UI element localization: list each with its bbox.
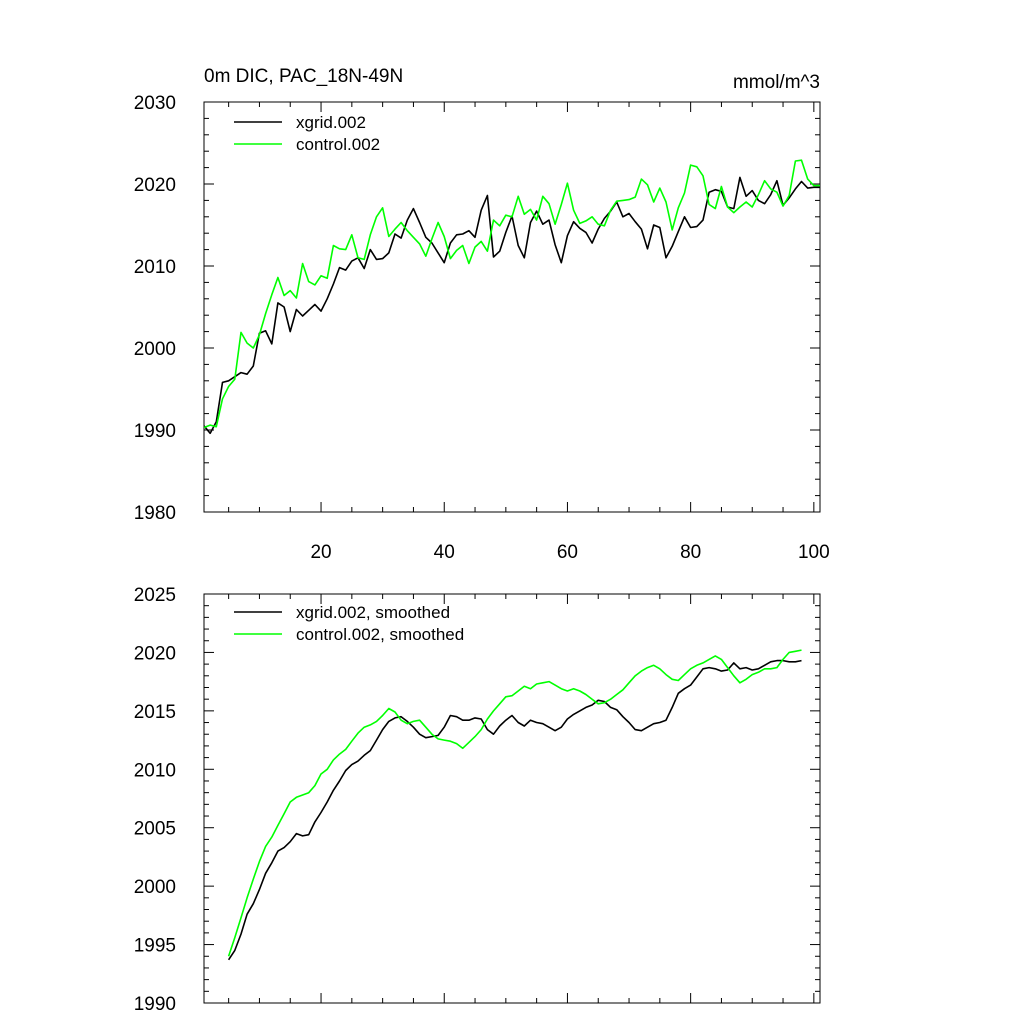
series-line-1	[227, 659, 802, 961]
y-tick-label: 2030	[134, 93, 176, 114]
y-tick-label: 2025	[134, 585, 176, 606]
legend-label-1: xgrid.002, smoothed	[296, 603, 450, 622]
y-tick-label: 2010	[134, 760, 176, 781]
chart-units: mmol/m^3	[733, 72, 820, 93]
y-tick-label: 2005	[134, 819, 176, 840]
series-line-2	[227, 649, 802, 957]
y-tick-label: 2000	[134, 877, 176, 898]
legend-label-1: xgrid.002	[296, 113, 366, 132]
x-tick-label: 60	[557, 542, 578, 563]
legend-label-2: control.002, smoothed	[296, 625, 464, 644]
x-tick-label: 40	[434, 542, 455, 563]
y-tick-label: 2020	[134, 175, 176, 196]
chart-title: 0m DIC, PAC_18N-49N	[204, 66, 403, 87]
series-line-2	[203, 159, 820, 429]
x-tick-label: 100	[798, 542, 830, 563]
x-tick-label: 80	[680, 542, 701, 563]
plot-frame	[203, 101, 821, 513]
y-tick-label: 2010	[134, 257, 176, 278]
y-tick-label: 1990	[134, 994, 176, 1015]
y-tick-label: 2015	[134, 702, 176, 723]
legend-label-2: control.002	[296, 135, 380, 154]
y-tick-label: 1980	[134, 503, 176, 524]
bottom-chart: 1990 1995 2000 2005 2010 2015 2020 2025 xgrid.00…	[134, 585, 821, 1015]
y-tick-label: 2000	[134, 339, 176, 360]
x-tick-label: 20	[310, 542, 331, 563]
y-tick-label: 2020	[134, 643, 176, 664]
y-tick-label: 1995	[134, 936, 176, 957]
y-tick-label: 1990	[134, 421, 176, 442]
plot-frame	[203, 593, 821, 1004]
